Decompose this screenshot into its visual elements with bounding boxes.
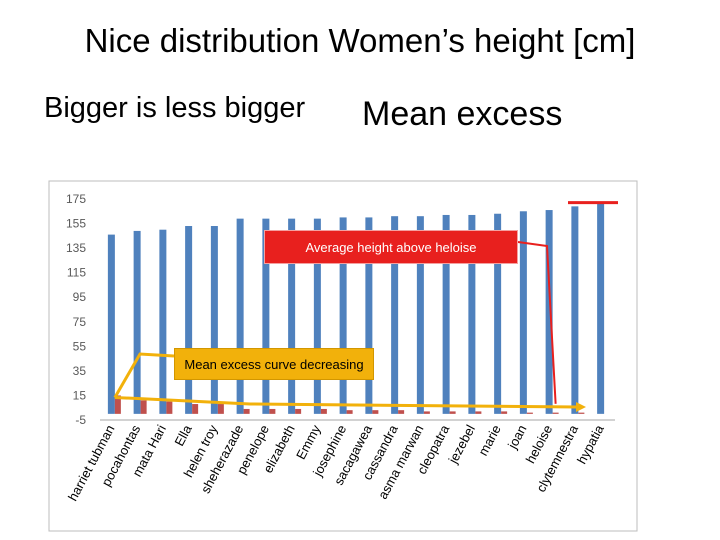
mean-excess-bar	[578, 412, 585, 414]
mean-excess-bar	[449, 411, 456, 414]
annotation-average-height: Average height above heloise	[264, 230, 518, 264]
slide-title: Nice distribution Women’s height [cm]	[84, 22, 636, 59]
mean-excess-bar	[501, 411, 508, 414]
mean-excess-bar	[295, 408, 302, 414]
y-tick-label: 175	[66, 192, 86, 206]
y-tick-label: 155	[66, 217, 86, 231]
mean-excess-bar	[243, 408, 250, 414]
y-tick-label: 55	[73, 339, 87, 353]
mean-excess-bar	[217, 404, 224, 414]
height-bar	[288, 218, 296, 414]
mean-excess-bar	[526, 412, 533, 414]
height-bar	[185, 226, 193, 414]
mean-excess-bar	[372, 410, 379, 414]
mean-excess-bar	[269, 408, 276, 414]
mean-excess-bar	[114, 395, 121, 414]
height-bar	[545, 210, 553, 414]
y-tick-label: -5	[75, 413, 86, 427]
subtitle-left: Bigger is less bigger	[44, 92, 306, 124]
height-bar	[519, 211, 527, 414]
mean-excess-bar	[475, 411, 482, 414]
mean-excess-bar	[552, 412, 559, 414]
height-bar	[339, 217, 347, 414]
y-tick-label: 15	[73, 388, 87, 402]
height-bar	[313, 218, 321, 414]
average-height-leader	[517, 241, 557, 404]
height-bar	[210, 226, 218, 414]
y-tick-label: 35	[73, 364, 87, 378]
mean-excess-bar	[192, 404, 199, 414]
height-bar	[416, 216, 424, 414]
mean-excess-bar	[166, 401, 173, 414]
height-bar	[391, 216, 399, 414]
annotation-average-height-text: Average height above heloise	[305, 239, 477, 255]
height-bar	[236, 218, 244, 414]
mean-excess-bar	[346, 410, 353, 414]
height-bar	[159, 229, 167, 414]
mean-excess-leader	[113, 352, 175, 399]
annotation-mean-excess: Mean excess curve decreasing	[174, 348, 374, 380]
mean-excess-bar	[140, 400, 147, 414]
height-bar	[365, 217, 373, 414]
mean-excess-bar	[423, 411, 430, 414]
height-bar	[494, 213, 502, 414]
subtitle-right: Mean excess	[362, 95, 563, 133]
y-tick-label: 115	[67, 266, 86, 280]
y-tick-label: 75	[73, 315, 87, 329]
height-bar	[571, 206, 579, 414]
mean-excess-arrowhead	[576, 402, 586, 412]
height-bar	[597, 202, 605, 414]
height-bar	[107, 234, 115, 414]
mean-excess-bar	[320, 408, 327, 414]
mean-excess-curve	[114, 395, 579, 409]
y-tick-label: 95	[73, 290, 87, 304]
height-bar	[442, 214, 450, 414]
y-tick-label: 135	[66, 241, 86, 255]
height-bar	[262, 218, 270, 414]
height-bar	[468, 214, 476, 414]
annotation-mean-excess-text: Mean excess curve decreasing	[184, 356, 364, 372]
mean-excess-bar	[398, 410, 405, 414]
height-bar	[133, 230, 141, 414]
